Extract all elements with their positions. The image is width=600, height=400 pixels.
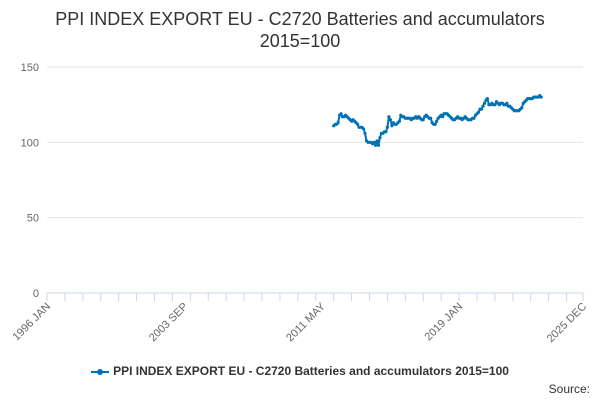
data-point[interactable] bbox=[387, 115, 391, 119]
x-tick-label: 2019 JAN bbox=[423, 301, 466, 344]
data-point[interactable] bbox=[339, 112, 343, 116]
data-point[interactable] bbox=[539, 95, 543, 99]
source-label: Source: bbox=[548, 382, 590, 396]
data-point[interactable] bbox=[472, 116, 476, 120]
data-point[interactable] bbox=[390, 124, 394, 128]
legend-label: PPI INDEX EXPORT EU - C2720 Batteries an… bbox=[113, 364, 509, 378]
x-tick-label: 2025 DEC bbox=[545, 301, 589, 345]
data-point[interactable] bbox=[520, 106, 524, 110]
chart-title: PPI INDEX EXPORT EU - C2720 Batteries an… bbox=[0, 8, 600, 52]
data-point[interactable] bbox=[493, 103, 497, 107]
y-tick-label: 100 bbox=[21, 137, 39, 149]
data-point[interactable] bbox=[376, 143, 381, 147]
data-point[interactable] bbox=[435, 119, 439, 123]
data-point[interactable] bbox=[372, 140, 376, 144]
data-point[interactable] bbox=[433, 122, 437, 126]
data-point[interactable] bbox=[482, 101, 487, 105]
y-tick-label: 50 bbox=[27, 213, 39, 225]
data-point[interactable] bbox=[361, 127, 366, 131]
y-tick-label: 150 bbox=[21, 62, 39, 74]
chart-title-line-1: PPI INDEX EXPORT EU - C2720 Batteries an… bbox=[55, 9, 545, 29]
legend[interactable]: PPI INDEX EXPORT EU - C2720 Batteries an… bbox=[0, 364, 600, 378]
data-point[interactable] bbox=[441, 115, 445, 119]
x-tick-label: 2011 MAY bbox=[284, 300, 328, 344]
data-point[interactable] bbox=[505, 101, 509, 105]
data-point[interactable] bbox=[481, 104, 485, 108]
data-point[interactable] bbox=[476, 110, 481, 114]
data-point[interactable] bbox=[385, 125, 389, 129]
data-point[interactable] bbox=[336, 121, 340, 125]
data-point[interactable] bbox=[373, 143, 378, 147]
y-tick-label: 0 bbox=[33, 288, 39, 300]
data-point[interactable] bbox=[429, 116, 433, 120]
data-point[interactable] bbox=[485, 97, 489, 101]
y-axis-labels: 0 50 100 150 bbox=[21, 62, 39, 300]
data-point[interactable] bbox=[356, 122, 360, 126]
x-axis bbox=[46, 292, 584, 301]
data-point[interactable] bbox=[375, 139, 379, 143]
x-axis-labels: 1996 JAN 2003 SEP 2011 MAY 2019 JAN 2025 DEC bbox=[10, 300, 589, 345]
data-point[interactable] bbox=[384, 130, 388, 134]
data-point[interactable] bbox=[378, 136, 382, 140]
data-point[interactable] bbox=[421, 118, 425, 122]
x-tick-label: 2003 SEP bbox=[147, 301, 191, 345]
x-tick-label: 1996 JAN bbox=[10, 301, 53, 344]
data-point[interactable] bbox=[388, 118, 392, 122]
data-point[interactable] bbox=[363, 131, 367, 135]
series-0 bbox=[332, 94, 543, 147]
data-point[interactable] bbox=[397, 119, 401, 123]
gridlines bbox=[47, 66, 583, 219]
data-point[interactable] bbox=[479, 107, 484, 111]
chart-title-line-2: 2015=100 bbox=[259, 31, 341, 51]
legend-swatch-icon bbox=[91, 368, 110, 376]
